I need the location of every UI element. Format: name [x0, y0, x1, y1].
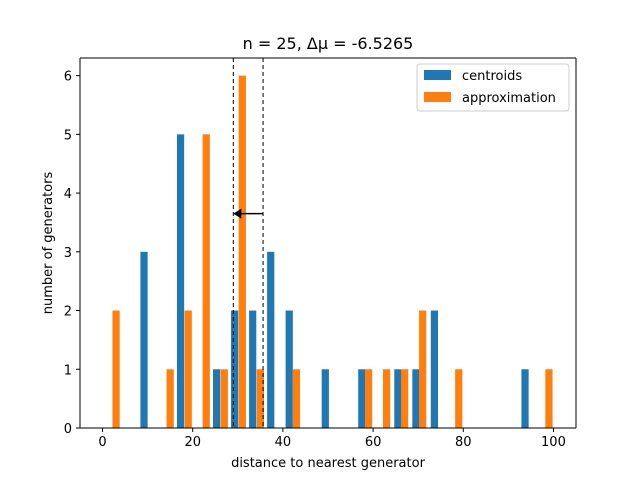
bar-centroids: [358, 369, 366, 428]
y-tick-label: 1: [64, 363, 72, 378]
x-axis-label: distance to nearest generator: [231, 456, 426, 471]
legend-label-centroids: centroids: [462, 69, 522, 84]
bars-layer: [112, 75, 553, 429]
bar-approximation: [238, 75, 246, 429]
bar-approximation: [184, 310, 192, 428]
bar-approximation: [220, 369, 228, 428]
bar-centroids: [140, 251, 148, 428]
bar-centroids: [176, 134, 185, 428]
x-tick-label: 60: [365, 435, 382, 450]
marker-layer: [232, 58, 264, 428]
legend-label-approximation: approximation: [462, 91, 556, 106]
legend-swatch-approximation: [424, 92, 451, 102]
x-tick-label: 0: [98, 435, 106, 450]
bar-centroids: [412, 369, 420, 428]
bar-approximation: [112, 310, 120, 428]
bar-centroids: [267, 251, 275, 428]
x-tick-label: 20: [184, 435, 201, 450]
legend: centroids approximation: [416, 63, 570, 112]
y-tick-label: 5: [64, 128, 72, 143]
bar-centroids: [430, 310, 439, 428]
bar-approximation: [383, 369, 391, 428]
bar-approximation: [401, 369, 409, 428]
y-tick-label: 4: [64, 187, 72, 202]
x-tick-label: 80: [455, 435, 472, 450]
bar-centroids: [394, 369, 402, 428]
legend-box: [416, 63, 570, 112]
x-tick-label: 40: [275, 435, 292, 450]
bar-centroids: [521, 369, 529, 428]
legend-swatch-centroids: [424, 70, 451, 80]
bar-approximation: [364, 369, 373, 428]
plot-area: [80, 58, 576, 428]
bar-approximation: [545, 369, 553, 428]
bar-approximation: [455, 369, 463, 428]
bar-centroids: [321, 369, 329, 428]
y-tick-label: 3: [64, 246, 72, 261]
bar-approximation: [256, 369, 264, 428]
bar-approximation: [202, 134, 210, 428]
y-tick-label: 0: [64, 422, 72, 437]
axes-layer: [79, 57, 577, 429]
chart-title: n = 25, Δμ = -6.5265: [243, 34, 414, 53]
bar-centroids: [213, 369, 221, 428]
shift-arrow-head: [233, 208, 242, 219]
bar-approximation: [292, 369, 301, 428]
y-tick-label: 2: [64, 305, 72, 320]
x-tick-label: 100: [541, 435, 566, 450]
y-tick-label: 6: [64, 70, 72, 85]
bar-centroids: [231, 310, 239, 428]
bar-centroids: [285, 310, 293, 428]
bar-approximation: [419, 310, 427, 428]
bar-centroids: [249, 310, 257, 428]
y-axis-label: number of generators: [41, 172, 56, 315]
ticks-layer: 0 20 40 60 80 100 0 1 2 3 4 5 6: [64, 70, 566, 450]
bar-approximation: [166, 369, 174, 428]
